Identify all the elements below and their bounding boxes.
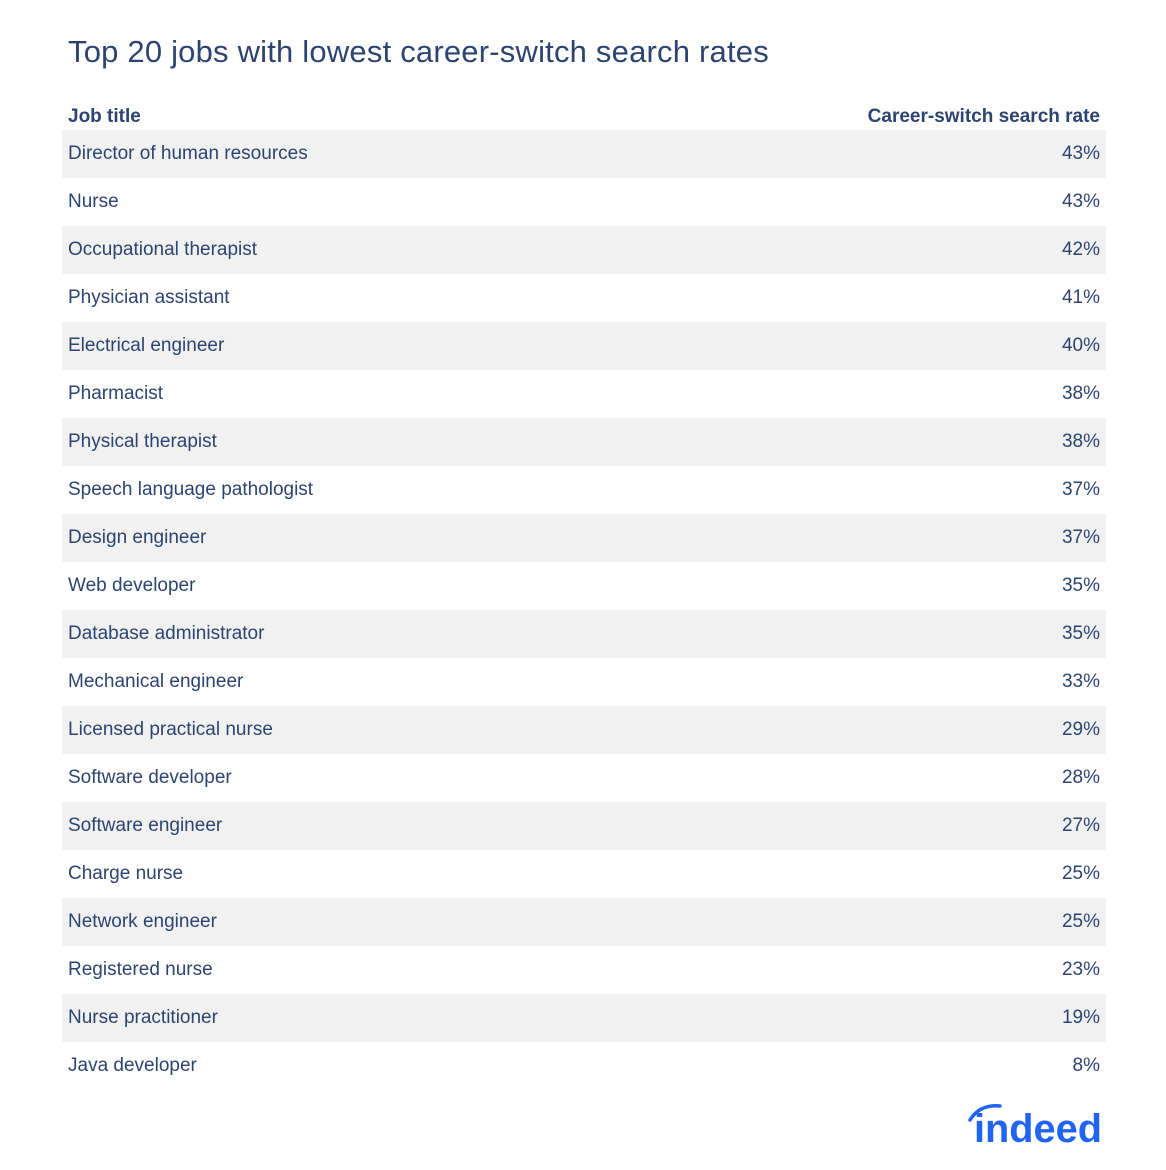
table-row: Software engineer 27% bbox=[62, 802, 1106, 850]
job-title-cell: Software engineer bbox=[68, 815, 223, 836]
rate-cell: 43% bbox=[1061, 191, 1100, 212]
table-row: Nurse 43% bbox=[62, 178, 1106, 226]
rate-cell: 23% bbox=[1061, 959, 1100, 980]
header-rate: Career-switch search rate bbox=[867, 106, 1100, 127]
job-title-cell: Physical therapist bbox=[68, 431, 217, 452]
job-title-cell: Pharmacist bbox=[68, 383, 164, 404]
chart-title: Top 20 jobs with lowest career-switch se… bbox=[68, 34, 769, 69]
job-title-cell: Mechanical engineer bbox=[68, 671, 244, 692]
job-title-cell: Nurse bbox=[68, 191, 119, 212]
rate-cell: 27% bbox=[1061, 815, 1100, 836]
table-row: Speech language pathologist 37% bbox=[62, 466, 1106, 514]
jobs-table: Job title Career-switch search rate Dire… bbox=[62, 104, 1106, 1090]
rate-cell: 35% bbox=[1061, 623, 1100, 644]
job-title-cell: Database administrator bbox=[68, 623, 265, 644]
job-title-cell: Network engineer bbox=[68, 911, 217, 932]
rate-cell: 40% bbox=[1061, 335, 1100, 356]
job-title-cell: Design engineer bbox=[68, 527, 207, 548]
rate-cell: 28% bbox=[1061, 767, 1100, 788]
job-title-cell: Nurse practitioner bbox=[68, 1007, 218, 1028]
rate-cell: 25% bbox=[1061, 863, 1100, 884]
table-row: Electrical engineer 40% bbox=[62, 322, 1106, 370]
job-title-cell: Occupational therapist bbox=[68, 239, 258, 260]
svg-text:indeed: indeed bbox=[974, 1107, 1102, 1148]
table-row: Network engineer 25% bbox=[62, 898, 1106, 946]
rate-cell: 33% bbox=[1061, 671, 1100, 692]
rate-cell: 43% bbox=[1061, 143, 1100, 164]
rate-cell: 38% bbox=[1061, 431, 1100, 452]
rate-cell: 19% bbox=[1061, 1007, 1100, 1028]
table-row: Licensed practical nurse 29% bbox=[62, 706, 1106, 754]
table-row: Occupational therapist 42% bbox=[62, 226, 1106, 274]
indeed-logo: indeed bbox=[968, 1104, 1102, 1148]
job-title-cell: Licensed practical nurse bbox=[68, 719, 273, 740]
table-row: Java developer 8% bbox=[62, 1042, 1106, 1090]
table-row: Pharmacist 38% bbox=[62, 370, 1106, 418]
table-row: Design engineer 37% bbox=[62, 514, 1106, 562]
job-title-cell: Electrical engineer bbox=[68, 335, 225, 356]
rate-cell: 38% bbox=[1061, 383, 1100, 404]
table-row: Nurse practitioner 19% bbox=[62, 994, 1106, 1042]
job-title-cell: Java developer bbox=[68, 1055, 197, 1076]
table-row: Director of human resources 43% bbox=[62, 130, 1106, 178]
table-row: Physical therapist 38% bbox=[62, 418, 1106, 466]
rate-cell: 29% bbox=[1061, 719, 1100, 740]
job-title-cell: Physician assistant bbox=[68, 287, 230, 308]
table-row: Mechanical engineer 33% bbox=[62, 658, 1106, 706]
table-body: Director of human resources 43% Nurse 43% Oc… bbox=[62, 130, 1106, 1090]
rate-cell: 25% bbox=[1061, 911, 1100, 932]
rate-cell: 8% bbox=[1072, 1055, 1100, 1076]
table-row: Database administrator 35% bbox=[62, 610, 1106, 658]
job-title-cell: Registered nurse bbox=[68, 959, 213, 980]
table-row: Charge nurse 25% bbox=[62, 850, 1106, 898]
table-row: Physician assistant 41% bbox=[62, 274, 1106, 322]
rate-cell: 37% bbox=[1061, 479, 1100, 500]
job-title-cell: Web developer bbox=[68, 575, 196, 596]
job-title-cell: Director of human resources bbox=[68, 143, 308, 164]
job-title-cell: Software developer bbox=[68, 767, 232, 788]
rate-cell: 37% bbox=[1061, 527, 1100, 548]
table-header: Job title Career-switch search rate bbox=[62, 104, 1106, 130]
rate-cell: 35% bbox=[1061, 575, 1100, 596]
table-row: Registered nurse 23% bbox=[62, 946, 1106, 994]
rate-cell: 42% bbox=[1061, 239, 1100, 260]
header-job-title: Job title bbox=[68, 106, 141, 127]
table-row: Software developer 28% bbox=[62, 754, 1106, 802]
job-title-cell: Speech language pathologist bbox=[68, 479, 314, 500]
table-row: Web developer 35% bbox=[62, 562, 1106, 610]
job-title-cell: Charge nurse bbox=[68, 863, 184, 884]
rate-cell: 41% bbox=[1061, 287, 1100, 308]
